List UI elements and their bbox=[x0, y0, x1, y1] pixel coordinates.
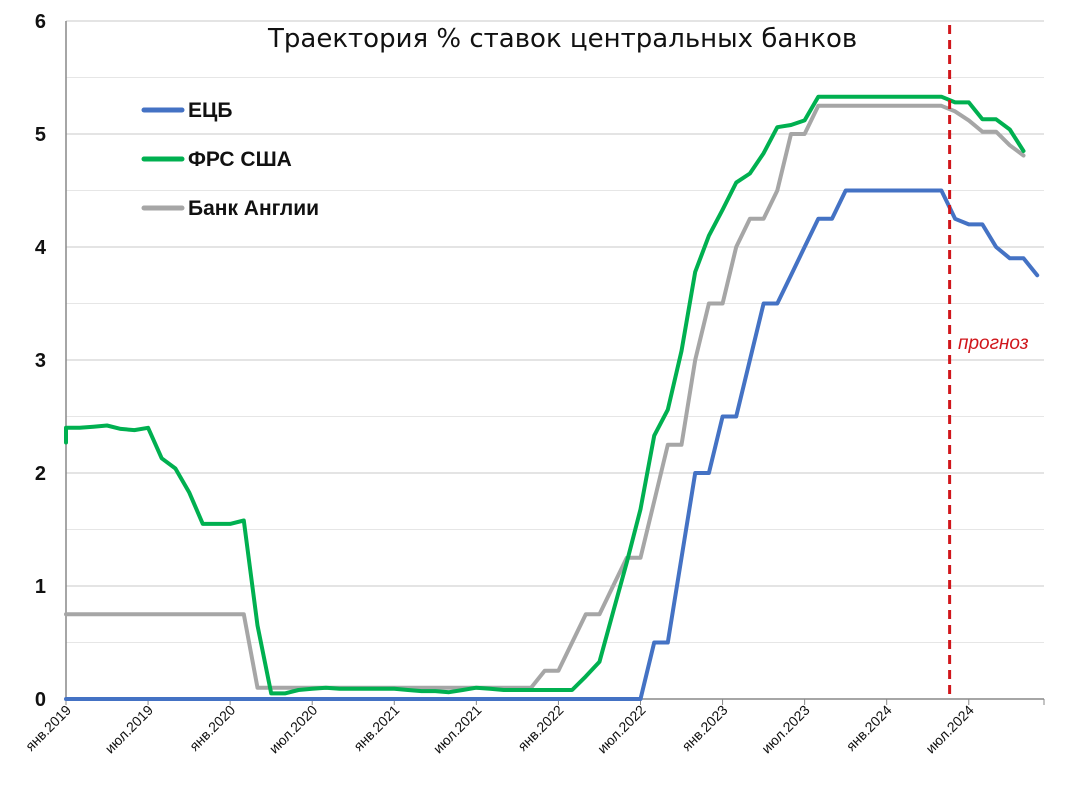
x-tick-label: июл.2022 bbox=[594, 702, 649, 757]
x-tick-labels: янв.2019 июл.2019 янв.2020 июл.2020 янв.2021… bbox=[22, 699, 1045, 757]
x-tick-label: янв.2021 bbox=[350, 702, 402, 754]
grid bbox=[66, 20, 1044, 700]
y-tick-labels: 0 1 2 3 4 5 6 bbox=[35, 11, 47, 711]
series-lines bbox=[64, 94, 1040, 701]
y-tick-label: 0 bbox=[35, 689, 46, 711]
x-tick-label: июл.2020 bbox=[266, 702, 321, 757]
y-tick-label: 6 bbox=[35, 11, 46, 33]
x-tick-label: июл.2021 bbox=[430, 702, 485, 757]
x-tick-label: янв.2019 bbox=[22, 702, 74, 754]
x-tick-label: июл.2023 bbox=[758, 702, 813, 757]
y-tick-label: 4 bbox=[35, 237, 47, 259]
x-tick-label: янв.2020 bbox=[186, 702, 238, 754]
series-line-2 bbox=[64, 103, 1026, 690]
x-tick-label: янв.2023 bbox=[678, 702, 730, 754]
y-tick-label: 1 bbox=[35, 576, 46, 598]
x-tick-label: июл.2019 bbox=[102, 702, 157, 757]
y-tick-label: 2 bbox=[35, 463, 46, 485]
legend: ЕЦБ ФРС США Банк Англии bbox=[141, 99, 319, 220]
y-tick-label: 5 bbox=[35, 124, 46, 146]
legend-label: ФРС США bbox=[188, 148, 292, 171]
legend-label: Банк Англии bbox=[188, 197, 319, 220]
x-tick-label: янв.2024 bbox=[843, 702, 895, 754]
y-tick-label: 3 bbox=[35, 350, 46, 372]
x-tick-label: июл.2024 bbox=[922, 702, 977, 757]
chart-title: Траектория % ставок центральных банков bbox=[267, 24, 857, 54]
x-tick-label: янв.2022 bbox=[514, 702, 566, 754]
series-line-1 bbox=[64, 94, 1026, 696]
series-line-0 bbox=[64, 188, 1040, 701]
legend-label: ЕЦБ bbox=[188, 99, 232, 122]
forecast-label: прогноз bbox=[958, 333, 1029, 354]
